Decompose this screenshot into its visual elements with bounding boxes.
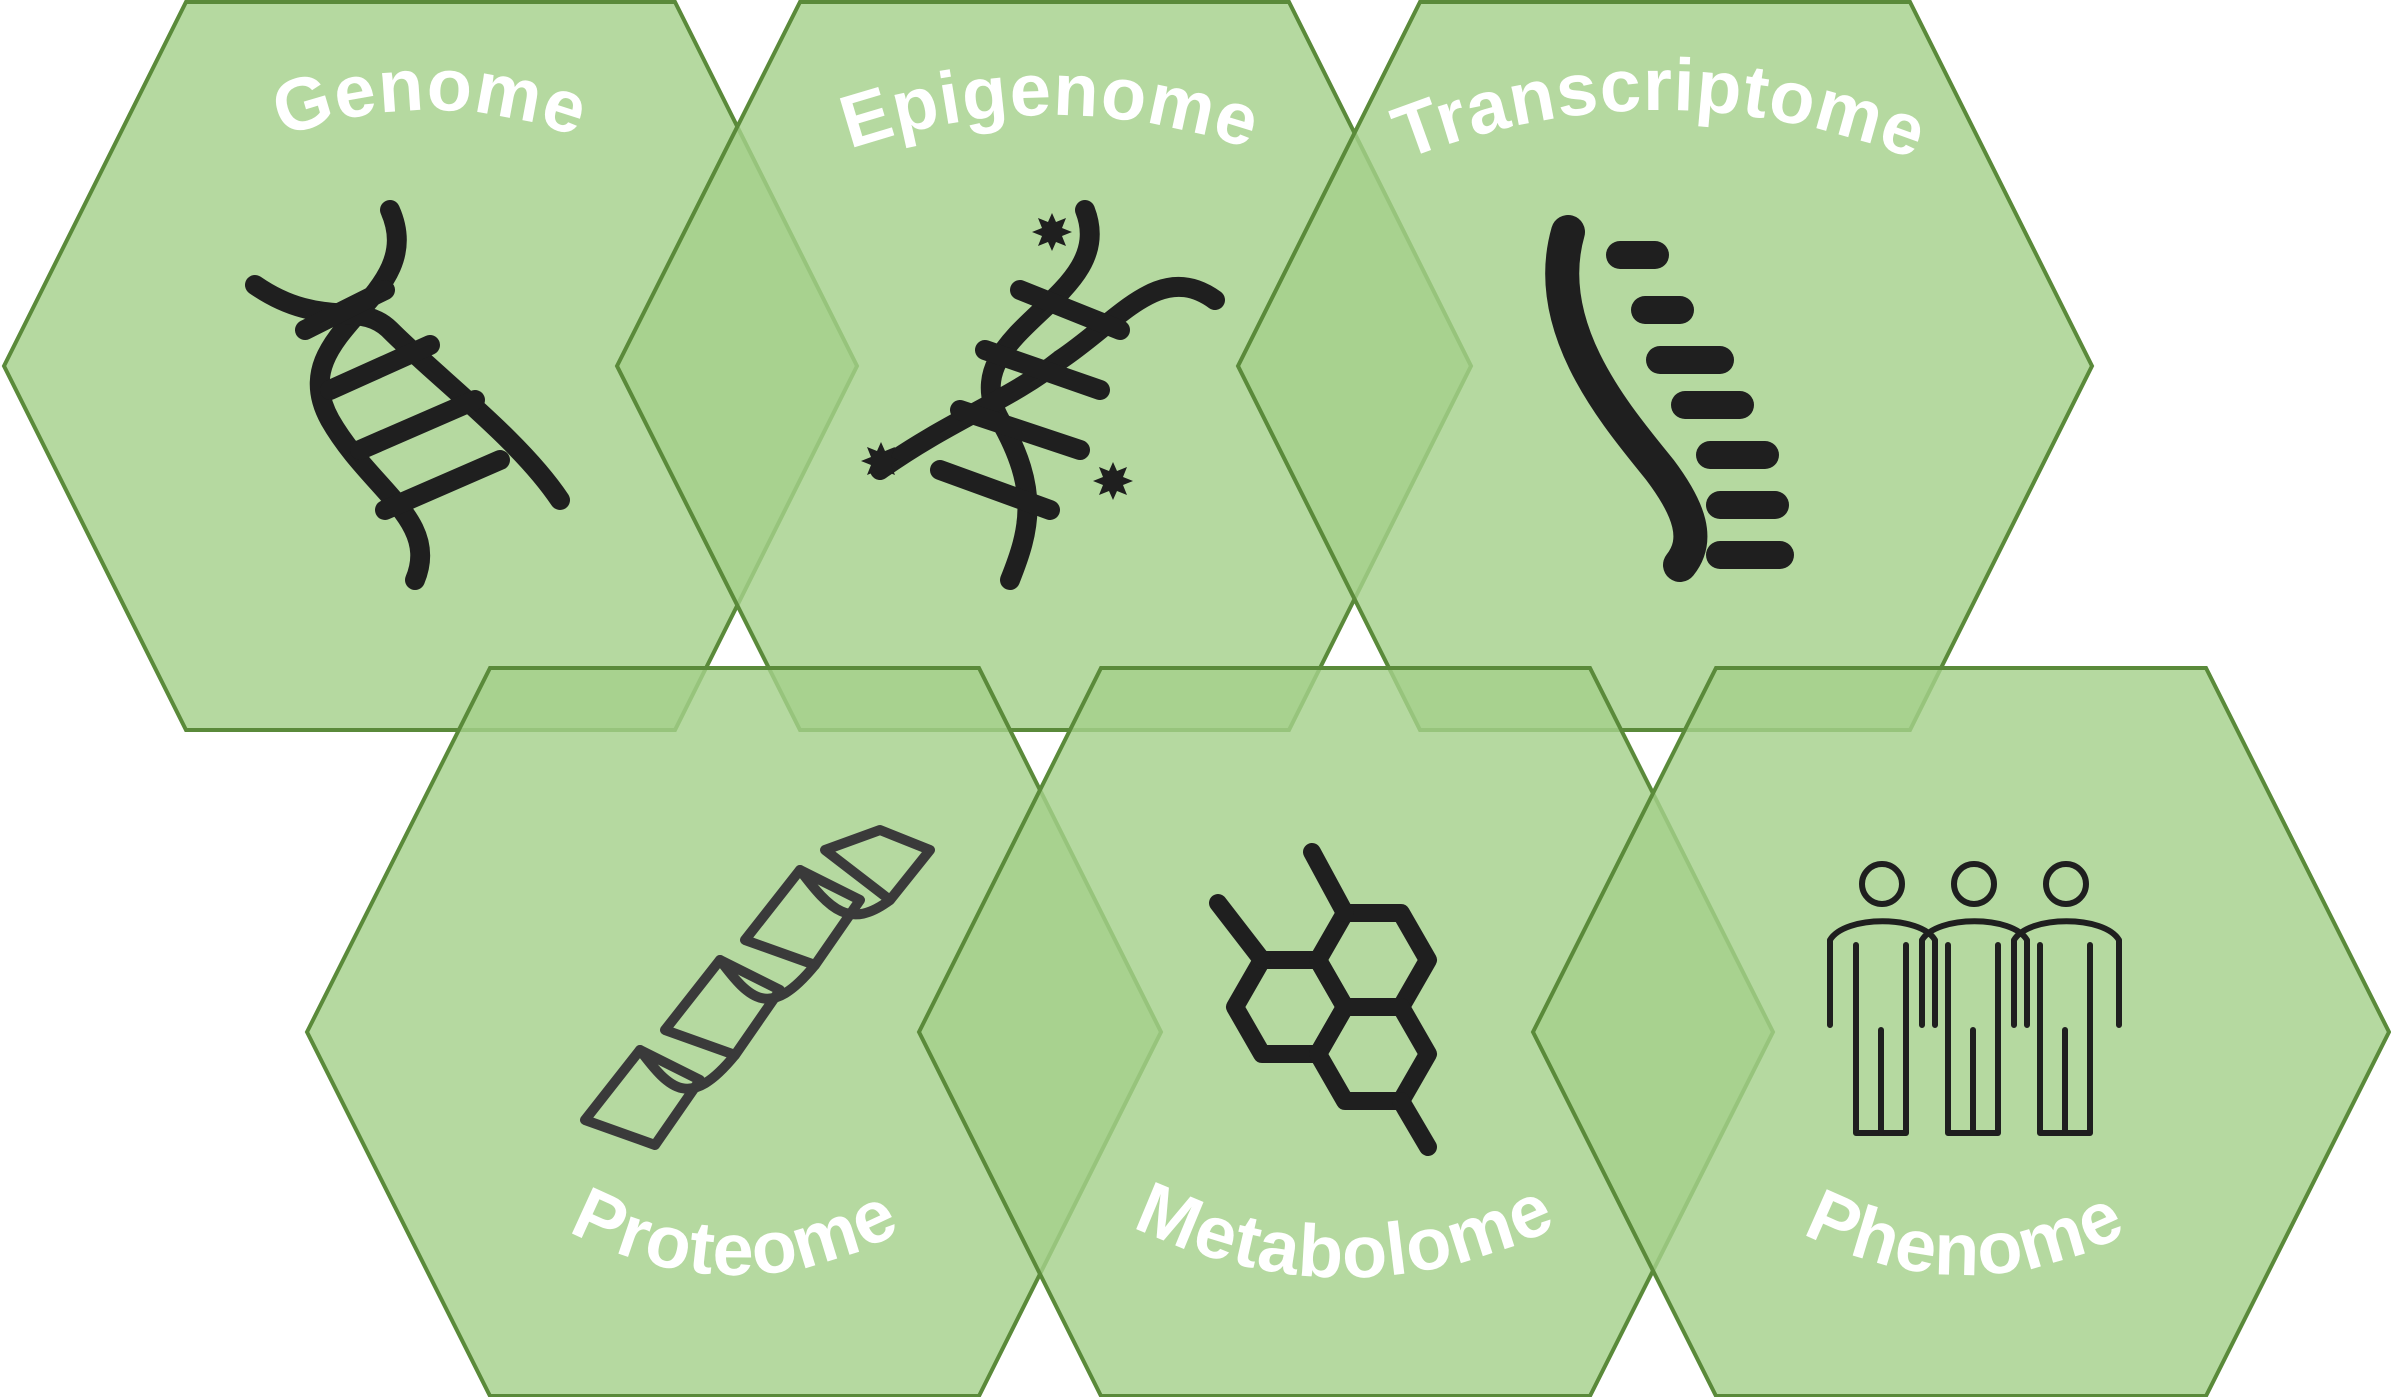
- methyl-mark-icon: [861, 442, 901, 480]
- methyl-mark-icon: [1032, 213, 1072, 251]
- protein-helix-ribbon-icon: [580, 825, 935, 1150]
- rna-strand-icon: [1545, 215, 1794, 582]
- molecule-rings-icon: [1209, 843, 1437, 1156]
- methylated-dna-icon: [861, 200, 1225, 590]
- methyl-mark-icon: [1093, 462, 1133, 500]
- hex-phenome: [1530, 666, 2391, 1397]
- dna-double-helix-icon: [245, 200, 570, 590]
- people-group-icon: [1827, 861, 2122, 1136]
- person-icon: [1827, 861, 1938, 1136]
- person-icon: [1919, 861, 2030, 1136]
- person-icon: [2011, 861, 2122, 1136]
